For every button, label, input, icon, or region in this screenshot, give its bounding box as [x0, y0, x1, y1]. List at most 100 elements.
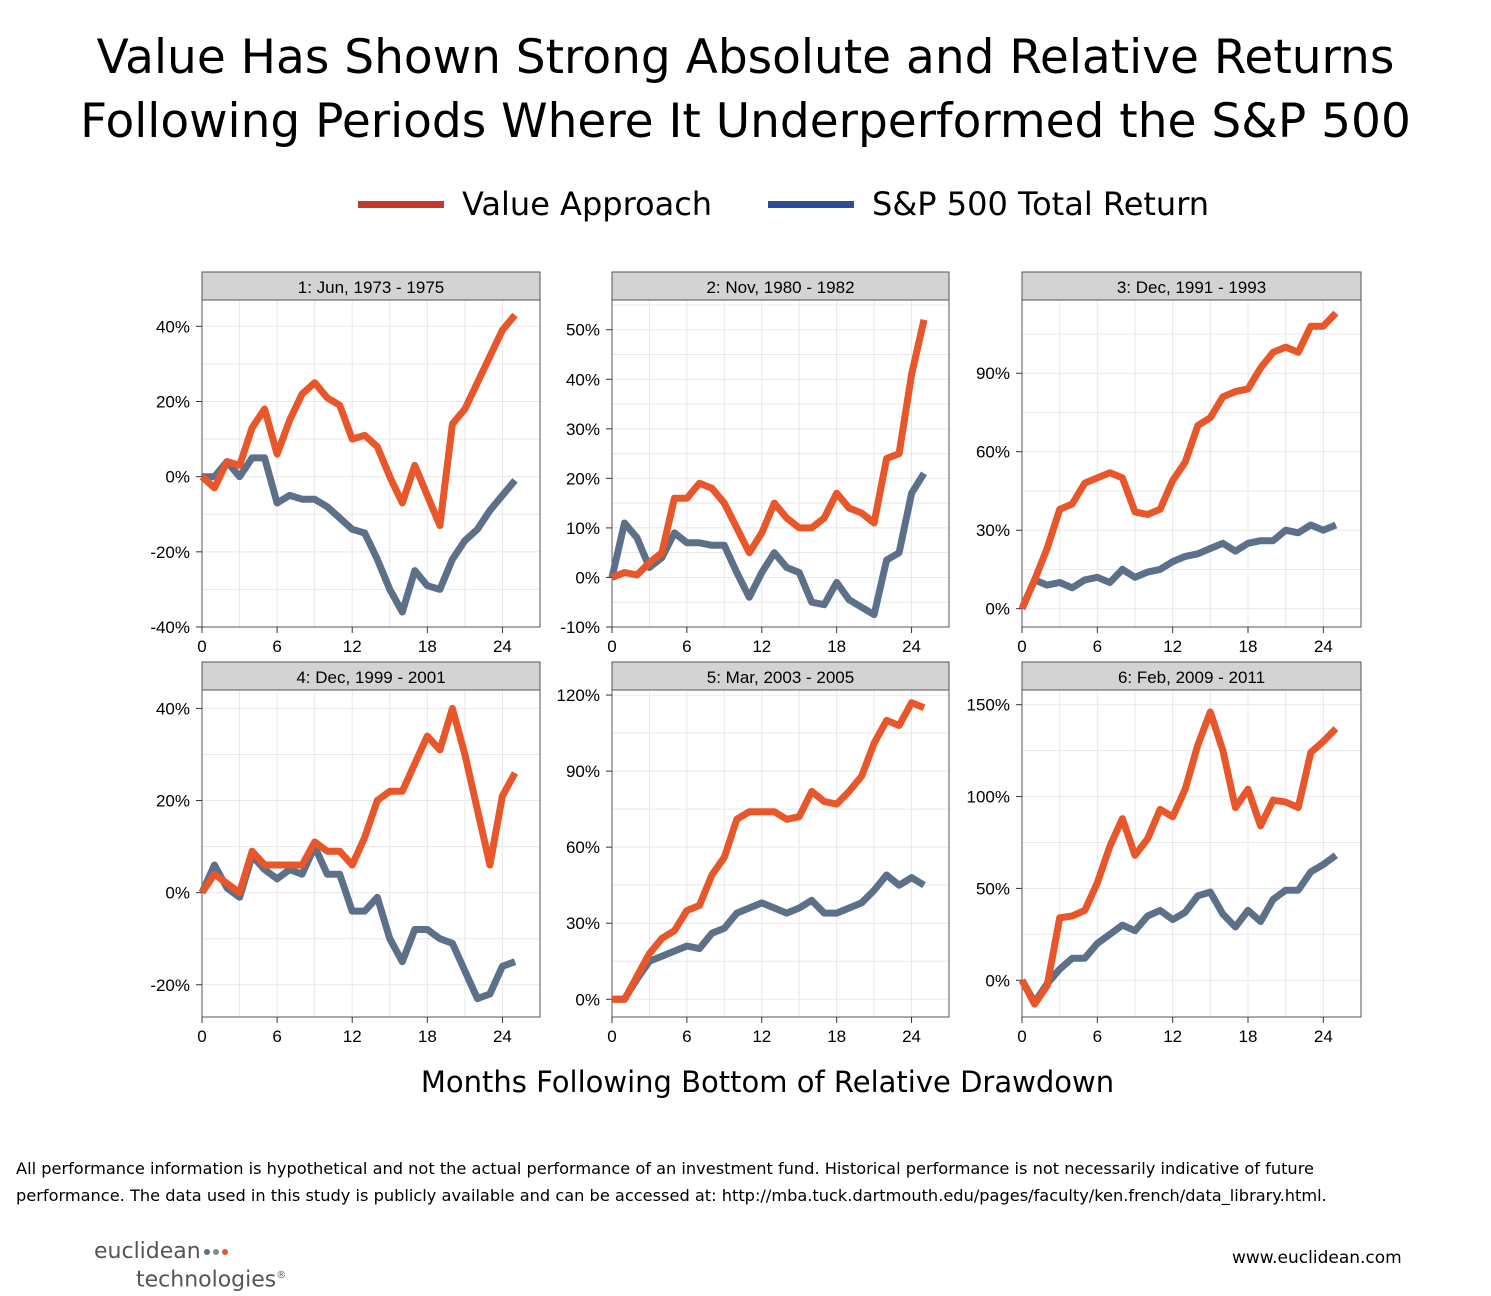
panel-strip — [611, 271, 950, 301]
y-tick-label: 0% — [985, 600, 1010, 619]
panel-6: 6: Feb, 2009 - 2011 0% 50% 100% 150% 0 6 12 18 24 — [967, 661, 1362, 1046]
x-tick-label: 18 — [418, 637, 437, 656]
panel-1: 1: Jun, 1973 - 1975 -40% -20% 0% 20% 40% 0 6 12 1… — [150, 271, 541, 656]
series-line-value — [1018, 708, 1339, 1008]
y-tick-label: 20% — [566, 469, 600, 488]
y-tick-label: 30% — [566, 420, 600, 439]
x-tick-label: 0 — [197, 637, 206, 656]
series-line-value — [1018, 310, 1339, 611]
y-tick-label: -20% — [150, 976, 190, 995]
grid — [611, 690, 950, 1017]
x-tick-label: 6 — [1093, 637, 1102, 656]
panel-title: 4: Dec, 1999 - 2001 — [296, 668, 445, 687]
grid — [1021, 690, 1362, 1017]
x-tick-label: 24 — [902, 1027, 921, 1046]
y-tick-label: 20% — [156, 392, 190, 411]
x-tick-label: 12 — [752, 637, 771, 656]
plot-area — [612, 690, 949, 1017]
y-tick-label: 40% — [156, 699, 190, 718]
y-tick-label: 120% — [557, 686, 600, 705]
y-tick-label: 90% — [976, 364, 1010, 383]
x-tick-label: 6 — [682, 1027, 691, 1046]
y-tick-label: 150% — [967, 696, 1010, 715]
logo-registered-mark: ® — [276, 1270, 287, 1281]
panel-strip — [201, 661, 541, 691]
x-tick-label: 0 — [607, 1027, 616, 1046]
chart-title: Value Has Shown Strong Absolute and Rela… — [0, 26, 1491, 154]
x-tick-label: 6 — [272, 637, 281, 656]
legend-swatch-sp500 — [768, 200, 854, 208]
series-line-value — [199, 312, 518, 529]
y-tick-label: 60% — [976, 443, 1010, 462]
logo-dot-3 — [221, 1249, 228, 1255]
series-line-value — [612, 699, 926, 1003]
legend-label-value: Value Approach — [462, 185, 713, 223]
x-tick-label: 24 — [1314, 1027, 1333, 1046]
plot-area — [1022, 300, 1361, 627]
website-url: www.euclidean.com — [1232, 1248, 1402, 1268]
plot-frame — [1021, 689, 1362, 1018]
x-tick-label: 24 — [493, 637, 512, 656]
y-tick-label: 90% — [566, 762, 600, 781]
plot-area — [1022, 690, 1361, 1017]
logo-dot-1 — [203, 1249, 210, 1255]
series-line-sp500 — [612, 871, 926, 1003]
panel-strip — [611, 661, 950, 691]
y-tick-label: -20% — [150, 543, 190, 562]
title-line-1: Value Has Shown Strong Absolute and Rela… — [96, 30, 1395, 85]
x-tick-label: 18 — [418, 1027, 437, 1046]
legend-label-sp500: S&P 500 Total Return — [872, 185, 1210, 223]
y-tick-label: -40% — [150, 618, 190, 637]
panel-strip — [1021, 271, 1362, 301]
panel-4: 4: Dec, 1999 - 2001 -20% 0% 20% 40% 0 6 12 18 24 — [150, 661, 541, 1046]
y-tick-label: 30% — [566, 914, 600, 933]
legend-item-sp500: S&P 500 Total Return — [768, 182, 1209, 226]
panel-title: 6: Feb, 2009 - 2011 — [1118, 668, 1265, 687]
x-tick-label: 24 — [1314, 637, 1333, 656]
x-tick-label: 6 — [272, 1027, 281, 1046]
y-tick-label: 0% — [985, 971, 1010, 990]
series-line-sp500 — [202, 454, 518, 616]
x-tick-label: 18 — [1239, 1027, 1258, 1046]
series-line-value — [199, 704, 519, 897]
plot-frame — [201, 689, 541, 1018]
panel-title: 2: Nov, 1980 - 1982 — [706, 278, 854, 297]
x-tick-label: 12 — [343, 637, 362, 656]
x-tick-label: 0 — [607, 637, 616, 656]
y-tick-label: 100% — [967, 788, 1010, 807]
y-tick-label: 10% — [566, 519, 600, 538]
x-tick-label: 0 — [1017, 1027, 1026, 1046]
y-tick-label: 40% — [566, 370, 600, 389]
x-tick-label: 18 — [827, 1027, 846, 1046]
disclaimer-line-1: All performance information is hypotheti… — [16, 1159, 1314, 1178]
panel-5: 5: Mar, 2003 - 2005 0% 30% 60% 90% 120% 0 6 12 18… — [557, 661, 950, 1046]
x-tick-label: 12 — [752, 1027, 771, 1046]
y-tick-label: 0% — [165, 468, 190, 487]
disclaimer-line-2: performance. The data used in this study… — [16, 1186, 1327, 1205]
series-line-value — [610, 319, 928, 581]
y-tick-label: 60% — [566, 838, 600, 857]
x-tick-label: 6 — [682, 637, 691, 656]
panel-2: 2: Nov, 1980 - 1982 -10% 0% 10% 20% 30% 40% 50%… — [560, 271, 950, 656]
y-tick-label: 50% — [566, 321, 600, 340]
logo-text-line-1: euclidean — [94, 1239, 201, 1264]
plot-area — [202, 300, 540, 627]
y-tick-label: 0% — [575, 568, 600, 587]
y-tick-label: 0% — [165, 884, 190, 903]
panel-3: 3: Dec, 1991 - 1993 0% 30% 60% 90% 0 6 12 18 24 — [976, 271, 1362, 656]
panel-title: 1: Jun, 1973 - 1975 — [298, 278, 445, 297]
plot-frame — [201, 299, 541, 628]
plot-frame — [611, 299, 950, 628]
y-tick-label: 50% — [976, 879, 1010, 898]
x-tick-label: 12 — [1163, 637, 1182, 656]
legend-item-value: Value Approach — [358, 182, 712, 226]
title-line-2: Following Periods Where It Underperforme… — [80, 94, 1411, 149]
euclidean-logo: euclidean technologies® — [94, 1240, 286, 1292]
x-tick-label: 0 — [197, 1027, 206, 1046]
x-tick-label: 12 — [1163, 1027, 1182, 1046]
x-tick-label: 0 — [1017, 637, 1026, 656]
y-tick-label: -10% — [560, 618, 600, 637]
plot-frame — [611, 689, 950, 1018]
x-tick-label: 6 — [1093, 1027, 1102, 1046]
plot-frame — [1021, 299, 1362, 628]
